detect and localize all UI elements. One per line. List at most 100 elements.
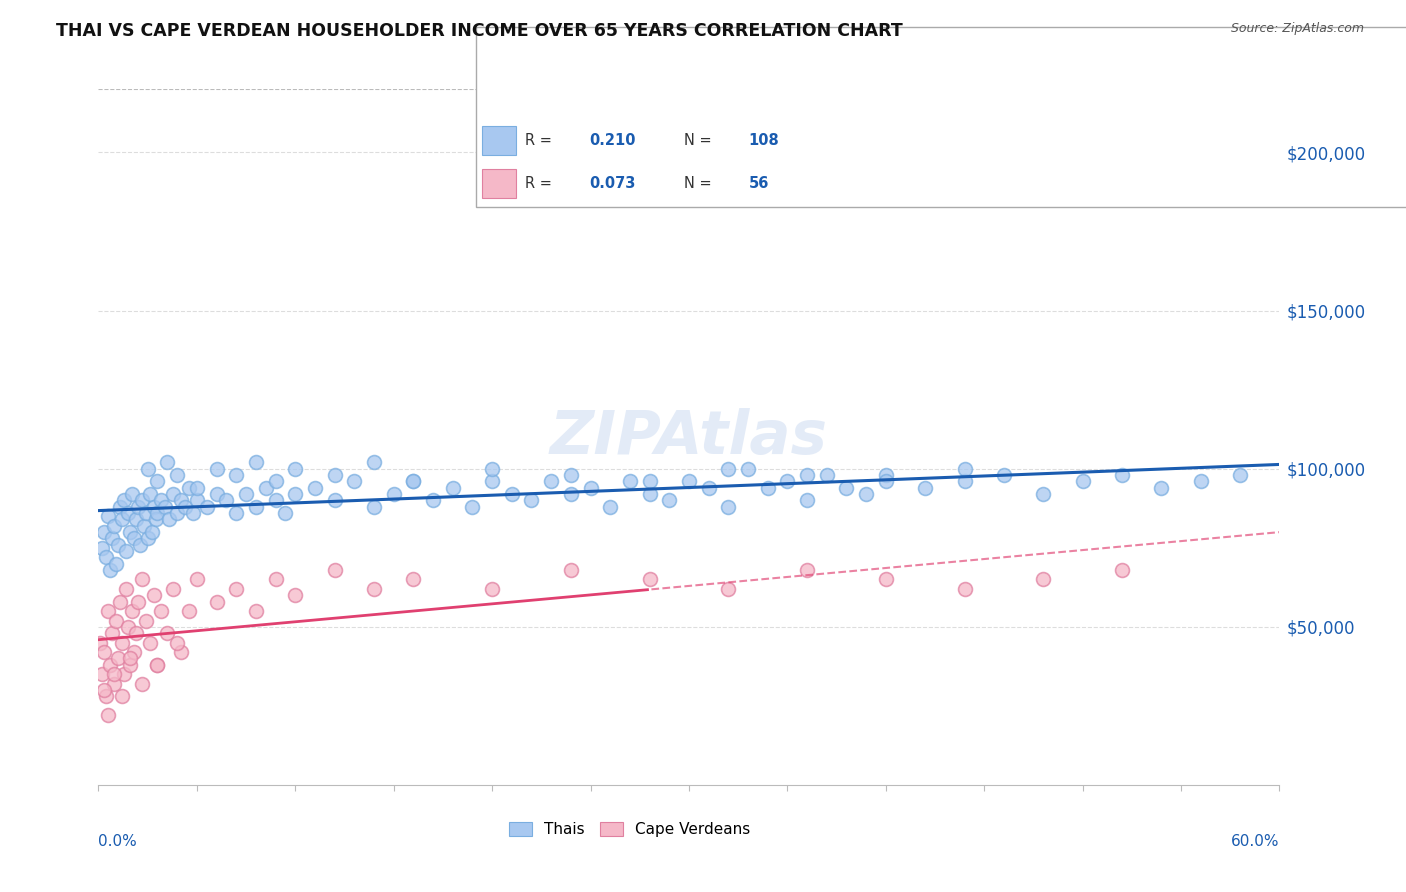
Point: [145, 512, 167, 526]
Point: [146, 506, 169, 520]
Point: [111, 690, 134, 704]
Point: [195, 500, 218, 514]
Point: [225, 582, 247, 596]
Point: [1032, 487, 1054, 501]
Point: [461, 500, 484, 514]
Text: THAI VS CAPE VERDEAN HOUSEHOLDER INCOME OVER 65 YEARS CORRELATION CHART: THAI VS CAPE VERDEAN HOUSEHOLDER INCOME …: [56, 22, 903, 40]
Point: [125, 512, 148, 526]
Point: [141, 524, 163, 539]
Point: [131, 493, 153, 508]
Point: [323, 468, 346, 483]
Point: [235, 487, 257, 501]
Text: Source: ZipAtlas.com: Source: ZipAtlas.com: [1230, 22, 1364, 36]
Point: [96, 550, 118, 565]
Text: 60.0%: 60.0%: [1232, 834, 1279, 848]
Point: [579, 481, 602, 495]
Point: [953, 461, 976, 475]
Point: [136, 531, 159, 545]
Point: [678, 475, 700, 489]
Point: [96, 690, 118, 704]
Point: [481, 582, 503, 596]
Point: [186, 573, 208, 587]
Point: [638, 487, 661, 501]
Point: [135, 506, 157, 520]
Point: [422, 493, 444, 508]
Point: [1111, 468, 1133, 483]
Point: [1111, 563, 1133, 577]
Point: [284, 461, 307, 475]
Point: [117, 506, 139, 520]
Point: [97, 509, 120, 524]
Point: [619, 475, 641, 489]
Point: [125, 626, 148, 640]
Point: [170, 493, 193, 508]
Point: [117, 620, 139, 634]
Point: [875, 475, 897, 489]
Point: [1150, 481, 1173, 495]
Point: [697, 481, 720, 495]
Point: [993, 468, 1015, 483]
Point: [115, 582, 138, 596]
Point: [105, 614, 128, 628]
Point: [205, 487, 228, 501]
Point: [835, 481, 858, 495]
Point: [181, 506, 204, 520]
Legend: Thais, Cape Verdeans: Thais, Cape Verdeans: [503, 815, 756, 844]
Text: 0.0%: 0.0%: [98, 834, 138, 848]
Point: [136, 461, 159, 475]
Point: [118, 524, 141, 539]
Point: [796, 468, 818, 483]
Point: [101, 626, 124, 640]
Point: [93, 645, 115, 659]
Point: [107, 538, 129, 552]
Point: [363, 455, 385, 469]
Point: [264, 573, 287, 587]
Point: [1071, 475, 1094, 489]
Point: [402, 475, 425, 489]
Point: [170, 645, 193, 659]
Point: [118, 657, 141, 672]
Point: [363, 500, 385, 514]
Point: [323, 563, 346, 577]
Point: [91, 667, 114, 681]
Point: [914, 481, 936, 495]
Point: [658, 493, 681, 508]
Point: [118, 651, 141, 665]
Point: [737, 461, 759, 475]
Point: [150, 493, 173, 508]
Point: [638, 573, 661, 587]
Point: [138, 487, 160, 501]
Point: [132, 518, 155, 533]
Point: [264, 475, 287, 489]
Point: [245, 500, 267, 514]
Point: [363, 582, 385, 596]
Point: [323, 493, 346, 508]
Point: [186, 493, 208, 508]
Point: [131, 677, 153, 691]
Point: [245, 604, 267, 618]
Point: [225, 506, 247, 520]
Point: [121, 604, 143, 618]
Point: [205, 594, 228, 608]
Point: [97, 708, 120, 723]
Point: [855, 487, 877, 501]
Point: [162, 582, 184, 596]
Point: [284, 588, 307, 602]
Point: [815, 468, 838, 483]
Point: [953, 582, 976, 596]
Point: [174, 500, 197, 514]
Point: [717, 582, 740, 596]
Point: [146, 657, 169, 672]
Point: [103, 667, 125, 681]
Point: [1189, 475, 1212, 489]
Point: [441, 481, 464, 495]
Point: [274, 506, 297, 520]
Point: [177, 481, 200, 495]
Point: [343, 475, 366, 489]
Point: [638, 475, 661, 489]
Point: [107, 651, 129, 665]
Point: [560, 563, 582, 577]
Point: [122, 645, 145, 659]
Point: [177, 604, 200, 618]
Point: [560, 468, 582, 483]
